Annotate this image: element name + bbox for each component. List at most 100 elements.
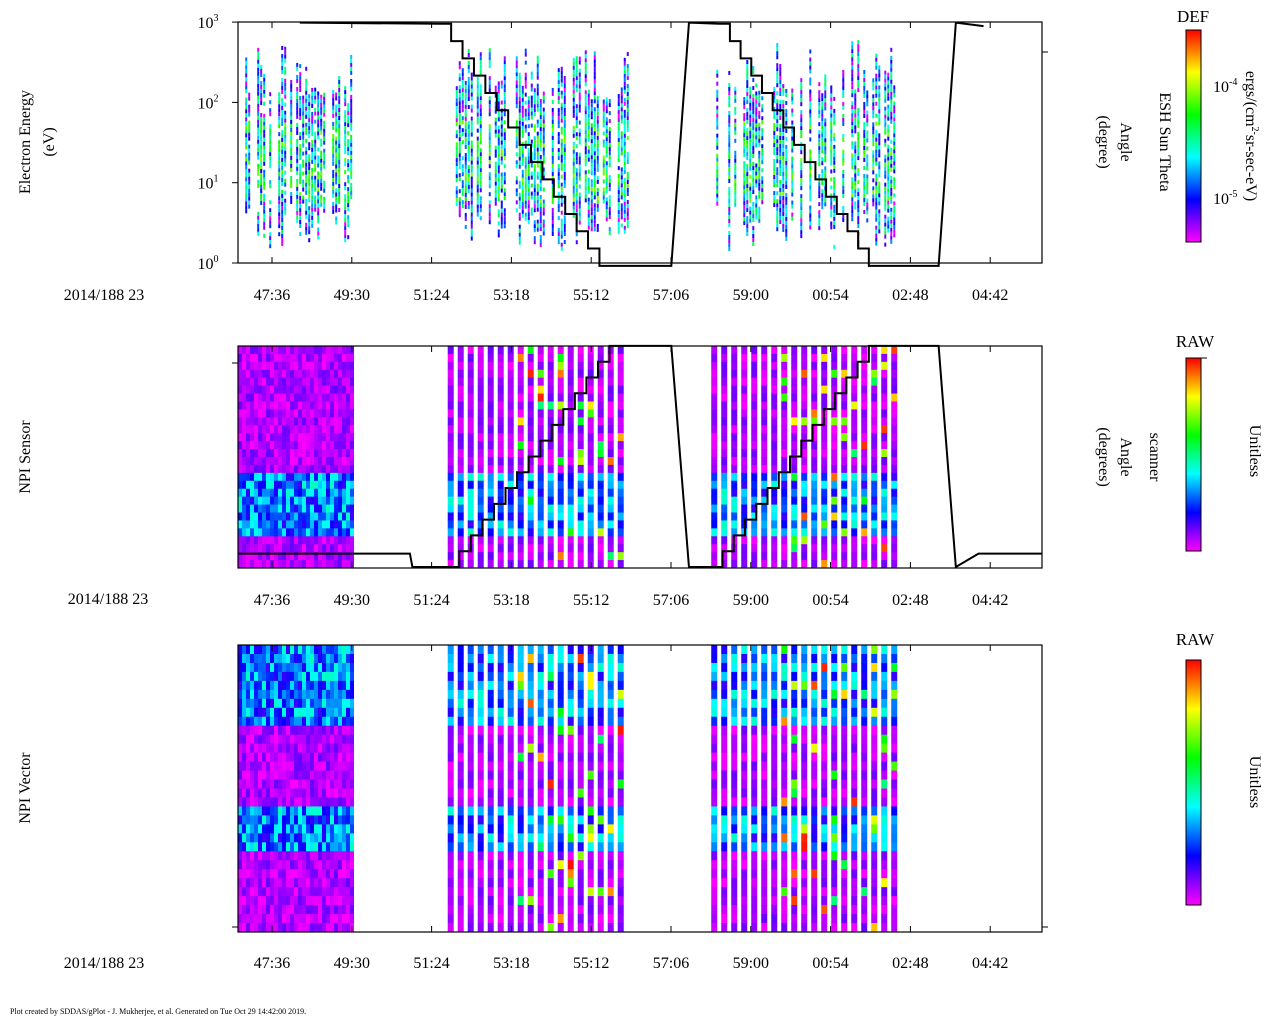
heatmap-cell [447, 433, 454, 442]
spectrogram-cell [530, 75, 533, 80]
spectrogram-cell [584, 90, 587, 95]
spectrogram-cell [344, 162, 347, 167]
spectrogram-cell [785, 180, 788, 185]
spectrogram-cell [344, 206, 347, 211]
spectrogram-cell [245, 197, 248, 202]
spectrogram-cell [590, 183, 593, 188]
spectrogram-cell [299, 64, 302, 69]
heatmap-cell [298, 361, 302, 371]
spectrogram-cell [854, 93, 857, 98]
spectrogram-cell [590, 179, 593, 184]
spectrogram-cell [311, 195, 314, 200]
heatmap-cell [310, 560, 314, 569]
spectrogram-cell [779, 151, 782, 156]
heatmap-cell [290, 472, 294, 482]
spectrogram-cell [467, 144, 470, 149]
spectrogram-cell [335, 220, 338, 225]
spectrogram-cell [572, 61, 575, 66]
spectrogram-cell [893, 205, 896, 210]
spectrogram-cell [863, 121, 866, 126]
spectrogram-cell [887, 76, 890, 81]
spectrogram-cell [344, 182, 347, 187]
heatmap-cell [557, 528, 564, 537]
spectrogram-cell [761, 148, 764, 153]
heatmap-cell [266, 401, 270, 410]
spectrogram-cell [245, 113, 248, 118]
spectrogram-cell [500, 152, 503, 157]
spectrogram-cell [269, 124, 272, 129]
heatmap-cell [262, 401, 266, 410]
heatmap-cell [326, 457, 330, 466]
spectrogram-cell [245, 137, 248, 142]
spectrogram-cell [476, 84, 479, 89]
heatmap-cell [711, 552, 718, 561]
spectrogram-cell [893, 165, 896, 170]
spectrogram-cell [623, 77, 626, 82]
spectrogram-cell [728, 94, 731, 99]
spectrogram-cell [584, 98, 587, 103]
heatmap-cell [597, 377, 604, 387]
spectrogram-cell [800, 130, 803, 135]
spectrogram-cell [605, 197, 608, 202]
spectrogram-cell [842, 101, 845, 106]
heatmap-cell [350, 353, 354, 363]
spectrogram-cell [314, 87, 317, 92]
spectrogram-cell [290, 95, 293, 100]
heatmap-cell [338, 536, 342, 545]
spectrogram-cell [593, 51, 596, 56]
spectrogram-cell [290, 123, 293, 128]
heatmap-cell [781, 441, 788, 450]
spectrogram-cell [458, 65, 461, 70]
spectrogram-cell [875, 145, 878, 150]
heatmap-cell [587, 496, 594, 506]
spectrogram-cell [893, 149, 896, 154]
spectrogram-cell [596, 115, 599, 120]
heatmap-cell [527, 441, 534, 450]
heatmap-cell [597, 504, 604, 513]
spectrogram-cell [782, 148, 785, 153]
spectrogram-cell [854, 157, 857, 162]
spectrogram-cell [716, 145, 719, 150]
heatmap-cell [711, 520, 718, 529]
spectrogram-cell [560, 166, 563, 171]
spectrogram-cell [785, 144, 788, 149]
heatmap-cell [547, 393, 554, 402]
heatmap-cell [262, 457, 266, 466]
heatmap-cell [557, 472, 564, 482]
heatmap-cell [302, 464, 306, 474]
spectrogram-cell [782, 140, 785, 145]
spectrogram-cell [347, 163, 350, 168]
heatmap-cell [457, 496, 464, 506]
spectrogram-cell [260, 160, 263, 165]
spectrogram-cell [323, 128, 326, 133]
heatmap-cell [278, 472, 282, 482]
spectrogram-cell [608, 187, 611, 192]
spectrogram-cell [308, 194, 311, 199]
spectrogram-cell [623, 193, 626, 198]
spectrogram-cell [776, 151, 779, 156]
spectrogram-cell [572, 213, 575, 218]
spectrogram-cell [743, 153, 746, 158]
spectrogram-cell [314, 99, 317, 104]
heatmap-cell [741, 536, 748, 545]
spectrogram-cell [620, 115, 623, 120]
spectrogram-cell [461, 188, 464, 193]
spectrogram-cell [587, 97, 590, 102]
spectrogram-cell [302, 95, 305, 100]
spectrogram-cell [476, 172, 479, 177]
spectrogram-cell [791, 96, 794, 101]
spectrogram-cell [887, 136, 890, 141]
heatmap-cell [731, 528, 738, 537]
spectrogram-cell [302, 135, 305, 140]
heatmap-cell [270, 401, 274, 410]
spectrogram-cell [347, 223, 350, 228]
heatmap-cell [497, 544, 504, 553]
spectrogram-cell [776, 159, 779, 164]
spectrogram-cell [311, 207, 314, 212]
spectrogram-cell [476, 148, 479, 153]
spectrogram-cell [878, 85, 881, 90]
spectrogram-cell [338, 87, 341, 92]
spectrogram-cell [884, 78, 887, 83]
heatmap-cell [771, 346, 778, 355]
spectrogram-cell [248, 124, 251, 129]
